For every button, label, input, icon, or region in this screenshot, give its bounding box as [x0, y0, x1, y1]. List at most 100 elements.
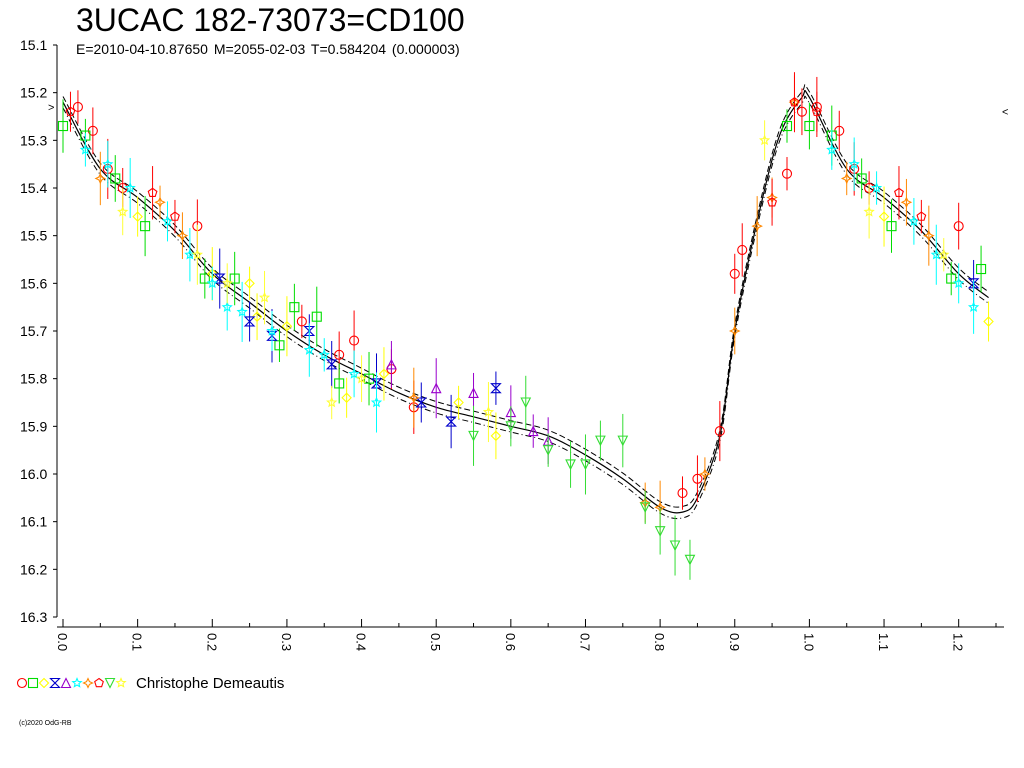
x-tick-label: 0.3 [279, 633, 294, 651]
series-8-triangle-down [468, 375, 696, 580]
data-point [334, 349, 345, 360]
x-tick-label: 0.5 [428, 633, 443, 651]
x-tick-label: 0.7 [577, 633, 592, 651]
data-point [386, 358, 397, 370]
x-tick-label: 1.0 [801, 633, 816, 651]
data-point [258, 291, 271, 303]
data-point [542, 445, 554, 456]
legend-marker-square [27, 677, 39, 689]
data-point [490, 430, 502, 442]
data-point [684, 554, 696, 566]
data-point [453, 397, 464, 408]
data-point [154, 196, 166, 209]
data-point [281, 320, 293, 332]
series-6-cross [94, 75, 935, 535]
data-point [692, 473, 703, 484]
data-point [580, 459, 591, 471]
x-tick-label: 0.9 [727, 633, 742, 651]
y-tick-label: 15.6 [20, 275, 47, 291]
data-point [468, 430, 479, 442]
data-point [102, 158, 114, 169]
series-2-diamond [132, 186, 994, 460]
data-point [243, 316, 256, 327]
data-point [826, 143, 838, 155]
data-point [983, 316, 994, 327]
legend-marker-circle [16, 677, 28, 689]
legend-marker-pentagon [94, 677, 104, 688]
data-point [856, 173, 867, 184]
data-point [617, 435, 629, 447]
data-point [840, 172, 853, 185]
data-point [595, 435, 606, 447]
data-point [505, 421, 517, 433]
data-point [415, 397, 428, 408]
data-point [751, 220, 763, 232]
data-point [94, 172, 107, 185]
data-point [953, 221, 964, 232]
data-point [170, 211, 180, 221]
right-edge-marker: < [1002, 107, 1008, 119]
x-tick-label: 1.2 [951, 633, 966, 651]
data-point [796, 106, 807, 117]
legend-observer-label: Christophe Demeautis [136, 674, 285, 692]
data-point [117, 205, 129, 217]
data-point [908, 215, 920, 227]
data-point [976, 263, 987, 275]
model-upper-envelope [62, 84, 989, 508]
data-point [370, 378, 383, 389]
data-point [266, 325, 278, 336]
x-tick-label: 0.6 [503, 633, 518, 651]
data-point [191, 248, 203, 260]
legend: Christophe Demeautis [14, 674, 284, 692]
data-point [669, 540, 681, 552]
x-tick-label: 0.4 [354, 633, 369, 651]
data-point [72, 101, 83, 113]
data-point [132, 211, 143, 222]
data-point [445, 416, 457, 427]
y-tick-label: 16.2 [20, 561, 47, 577]
data-point [176, 229, 189, 242]
legend-marker-triangle-down [104, 677, 116, 689]
data-point [766, 191, 778, 204]
data-point [811, 106, 822, 116]
data-point [79, 143, 92, 155]
data-point [916, 211, 927, 221]
data-point [303, 344, 315, 355]
series-1-square [57, 99, 987, 406]
y-tick-label: 15.1 [20, 37, 47, 53]
model-lower-envelope [62, 95, 989, 520]
data-point [370, 396, 383, 408]
data-point [729, 268, 740, 279]
data-point [303, 325, 316, 337]
x-tick-label: 0.8 [652, 633, 667, 651]
y-tick-label: 16.3 [20, 609, 47, 625]
series-0-circle [72, 76, 964, 510]
data-point [296, 316, 307, 327]
data-point [789, 97, 800, 107]
data-point [946, 273, 957, 284]
legend-marker-bowtie [49, 677, 61, 689]
y-tick-label: 16.0 [20, 466, 47, 482]
data-point [938, 248, 950, 260]
data-point [863, 205, 875, 217]
data-point [788, 96, 801, 109]
data-point [318, 348, 330, 360]
data-point [967, 301, 980, 312]
x-tick-label: 0.0 [55, 633, 70, 651]
data-point [355, 372, 368, 384]
data-point [894, 187, 904, 197]
data-point [923, 229, 935, 242]
data-point [221, 277, 233, 289]
data-point [124, 182, 136, 193]
x-tick-label: 0.2 [204, 633, 219, 651]
data-point [311, 311, 322, 322]
series-5-star [79, 129, 980, 433]
data-point [408, 391, 420, 404]
data-point [737, 244, 748, 256]
data-point [967, 278, 980, 289]
legend-marker-diamond [38, 677, 50, 689]
data-point [714, 426, 725, 437]
data-point [699, 468, 711, 480]
data-point [900, 196, 913, 209]
